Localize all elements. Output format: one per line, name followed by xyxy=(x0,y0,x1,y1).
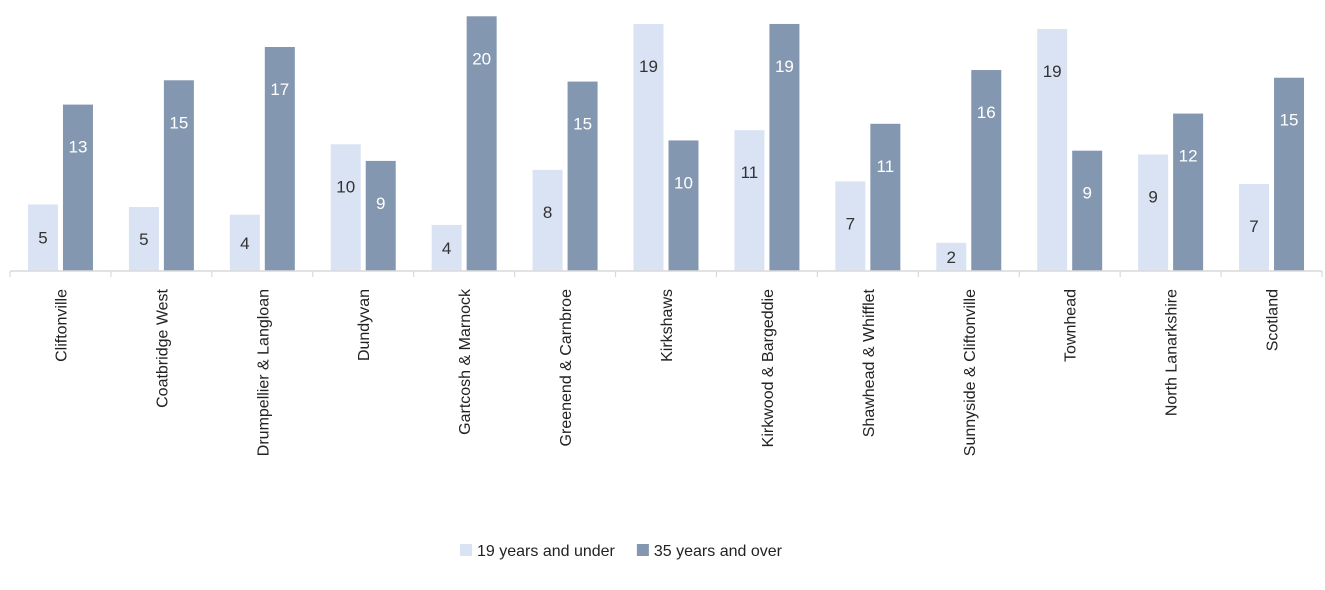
data-label-19-years-and-under-greenend-and-carnbroe: 8 xyxy=(543,203,552,222)
data-label-19-years-and-under-townhead: 19 xyxy=(1043,62,1062,81)
legend-label-19-years-and-under: 19 years and under xyxy=(477,543,616,560)
data-label-19-years-and-under-coatbridge-west: 5 xyxy=(139,230,148,249)
bar-35-years-and-over-townhead xyxy=(1072,150,1103,271)
category-label-scotland: Scotland xyxy=(1265,289,1282,351)
bar-35-years-and-over-shawhead-and-whifflet xyxy=(870,123,901,271)
data-label-35-years-and-over-greenend-and-carnbroe: 15 xyxy=(573,115,592,134)
data-label-35-years-and-over-cliftonville: 13 xyxy=(69,138,88,157)
bar-19-years-and-under-kirkshaws xyxy=(633,23,664,272)
category-label-gartcosh-and-marnock: Gartcosh & Marnock xyxy=(457,288,474,435)
data-label-35-years-and-over-drumpellier-and-langloan: 17 xyxy=(270,80,289,99)
data-label-19-years-and-under-dundyvan: 10 xyxy=(336,177,355,196)
data-label-19-years-and-under-cliftonville: 5 xyxy=(38,229,47,248)
data-label-35-years-and-over-kirkshaws: 10 xyxy=(674,173,693,192)
category-label-coatbridge-west: Coatbridge West xyxy=(154,288,171,407)
bar-19-years-and-under-kirkwood-and-bargeddie xyxy=(734,130,765,271)
bar-19-years-and-under-cliftonville xyxy=(27,204,58,271)
bar-19-years-and-under-gartcosh-and-marnock xyxy=(431,224,462,271)
bar-19-years-and-under-scotland xyxy=(1239,183,1270,271)
data-label-19-years-and-under-kirkshaws: 19 xyxy=(639,57,658,76)
data-label-19-years-and-under-kirkwood-and-bargeddie: 11 xyxy=(741,163,759,182)
data-label-35-years-and-over-sunnyside-and-cliftonville: 16 xyxy=(977,103,996,122)
category-label-drumpellier-and-langloan: Drumpellier & Langloan xyxy=(255,289,272,456)
data-label-19-years-and-under-shawhead-and-whifflet: 7 xyxy=(846,214,855,233)
data-label-35-years-and-over-north-lanarkshire: 12 xyxy=(1179,147,1198,166)
data-label-35-years-and-over-shawhead-and-whifflet: 11 xyxy=(877,157,895,176)
category-label-kirkwood-and-bargeddie: Kirkwood & Bargeddie xyxy=(760,289,777,447)
bar-35-years-and-over-north-lanarkshire xyxy=(1173,113,1204,271)
bar-19-years-and-under-coatbridge-west xyxy=(128,207,159,271)
legend-label-35-years-and-over: 35 years and over xyxy=(654,543,783,560)
data-label-19-years-and-under-sunnyside-and-cliftonville: 2 xyxy=(947,248,956,267)
bar-19-years-and-under-dundyvan xyxy=(330,144,361,271)
bar-35-years-and-over-kirkwood-and-bargeddie xyxy=(769,23,800,272)
category-labels-group: Cliftonville Coatbridge West Drumpellier &… xyxy=(53,288,1281,456)
bar-35-years-and-over-coatbridge-west xyxy=(163,80,194,271)
category-label-shawhead-and-whifflet: Shawhead & Whifflet xyxy=(861,288,878,437)
data-label-35-years-and-over-coatbridge-west: 15 xyxy=(169,113,188,132)
bar-35-years-and-over-cliftonville xyxy=(62,104,93,271)
bar-19-years-and-under-sunnyside-and-cliftonville xyxy=(936,242,967,271)
data-label-19-years-and-under-gartcosh-and-marnock: 4 xyxy=(442,239,451,258)
data-label-35-years-and-over-dundyvan: 9 xyxy=(376,194,385,213)
bar-19-years-and-under-greenend-and-carnbroe xyxy=(532,169,563,271)
category-label-north-lanarkshire: North Lanarkshire xyxy=(1164,289,1181,416)
category-label-greenend-and-carnbroe: Greenend & Carnbroe xyxy=(558,289,575,447)
bar-19-years-and-under-drumpellier-and-langloan xyxy=(229,214,260,271)
data-label-35-years-and-over-kirkwood-and-bargeddie: 19 xyxy=(775,57,794,76)
legend-swatch-35-years-and-over xyxy=(636,544,649,556)
data-label-35-years-and-over-scotland: 15 xyxy=(1280,111,1299,130)
category-label-sunnyside-and-cliftonville: Sunnyside & Cliftonville xyxy=(962,289,979,456)
category-label-dundyvan: Dundyvan xyxy=(356,289,373,361)
bar-19-years-and-under-shawhead-and-whifflet xyxy=(835,181,866,271)
category-label-townhead: Townhead xyxy=(1063,289,1080,362)
data-label-35-years-and-over-townhead: 9 xyxy=(1082,184,1091,203)
bar-35-years-and-over-dundyvan xyxy=(365,160,396,271)
bar-35-years-and-over-greenend-and-carnbroe xyxy=(567,81,598,271)
bars-group xyxy=(27,16,1305,272)
data-label-35-years-and-over-gartcosh-and-marnock: 20 xyxy=(472,49,491,68)
x-axis-ticks xyxy=(9,271,1323,277)
legend-swatch-19-years-and-under xyxy=(460,544,472,556)
data-label-19-years-and-under-scotland: 7 xyxy=(1249,217,1258,236)
bar-19-years-and-under-north-lanarkshire xyxy=(1138,154,1169,271)
bar-35-years-and-over-gartcosh-and-marnock xyxy=(466,16,497,272)
data-labels-group: 5 13 5 15 4 17 10 9 4 20 8 15 19 10 11 19 7 11 2 16 19 9 9 12 7 1… xyxy=(38,49,1298,267)
bar-35-years-and-over-drumpellier-and-langloan xyxy=(264,47,295,271)
bar-35-years-and-over-scotland xyxy=(1274,77,1305,271)
bar-35-years-and-over-kirkshaws xyxy=(668,140,699,271)
legend: 19 years and under 35 years and over xyxy=(460,543,783,560)
data-label-19-years-and-under-drumpellier-and-langloan: 4 xyxy=(240,234,249,253)
data-label-19-years-and-under-north-lanarkshire: 9 xyxy=(1148,188,1157,207)
bar-35-years-and-over-sunnyside-and-cliftonville xyxy=(971,70,1002,271)
category-label-kirkshaws: Kirkshaws xyxy=(659,289,676,362)
bar-19-years-and-under-townhead xyxy=(1037,29,1068,271)
category-label-cliftonville: Cliftonville xyxy=(53,289,70,362)
